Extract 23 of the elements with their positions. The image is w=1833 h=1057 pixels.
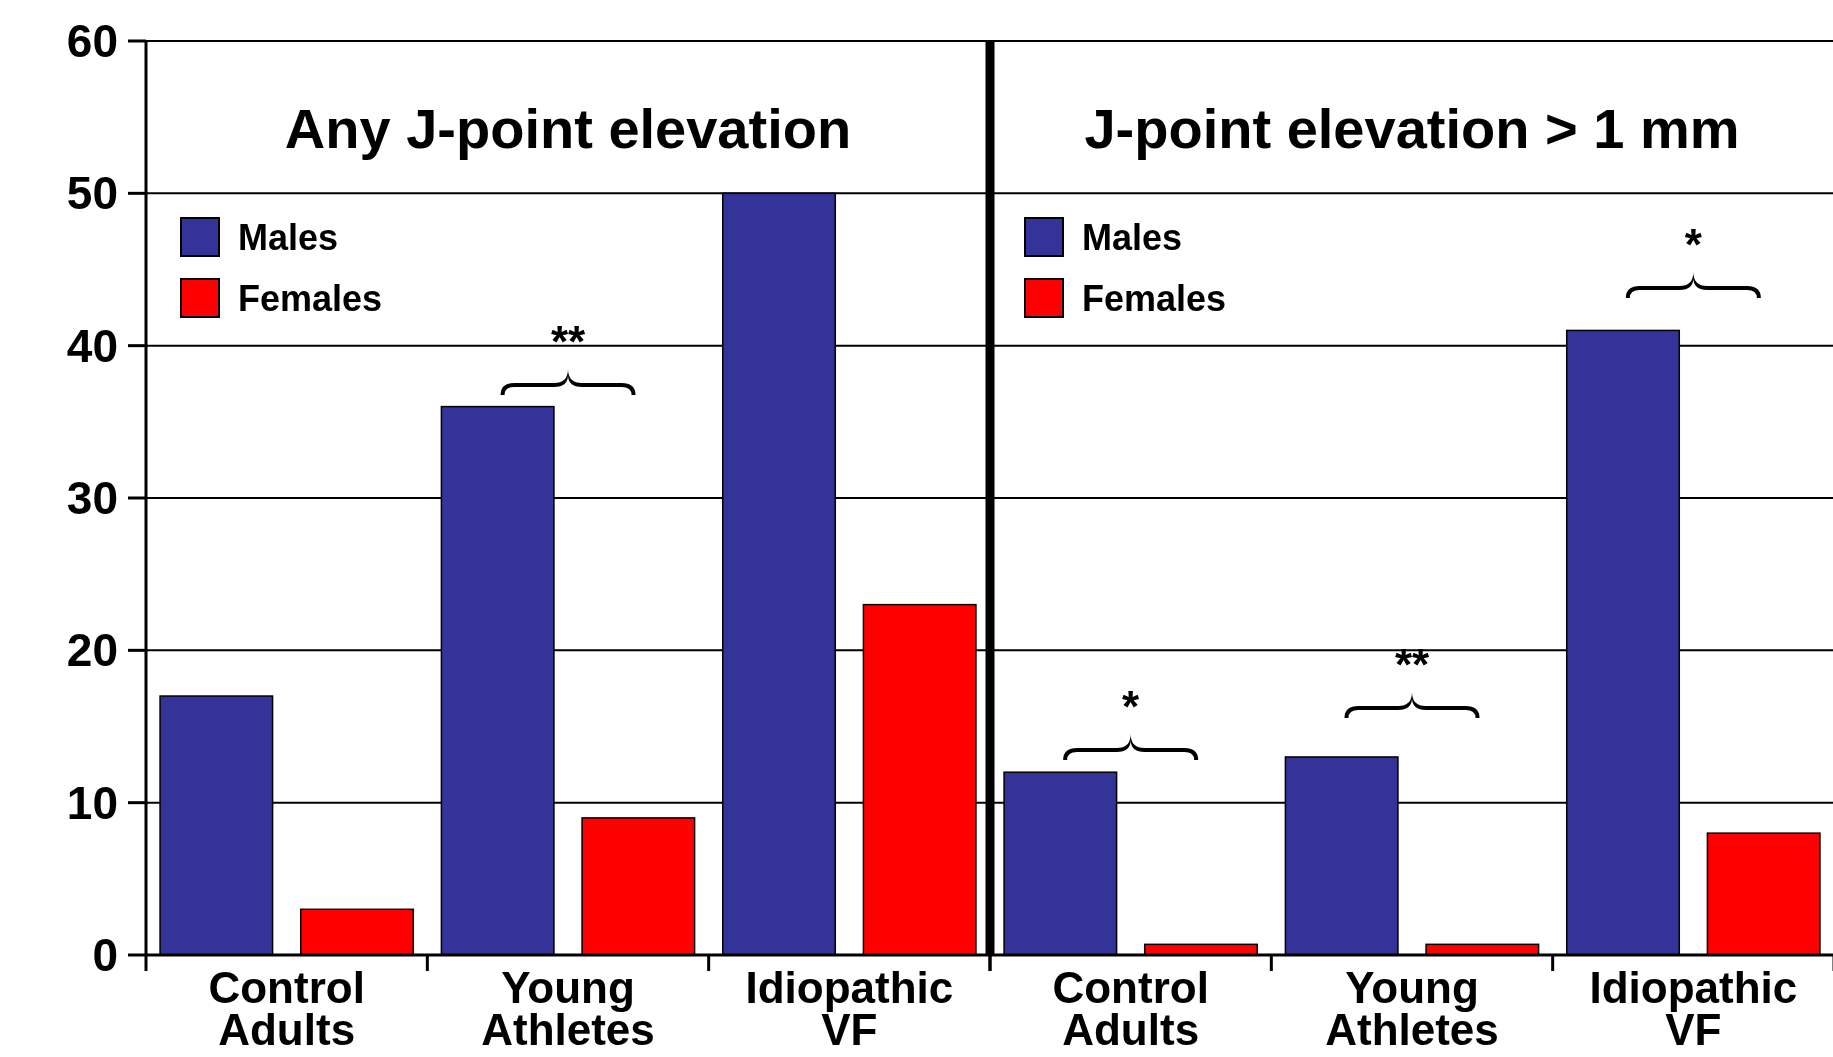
y-tick-label: 10 (66, 776, 118, 829)
legend-label: Females (1082, 277, 1227, 319)
legend-label: Males (1082, 216, 1183, 258)
x-tick-label: Young Athletes (481, 963, 655, 1054)
annotation: ** (1394, 640, 1430, 689)
y-tick-label: 0 (92, 929, 118, 982)
y-tick-label: 60 (66, 15, 118, 68)
text: Any J-point elevation (284, 97, 852, 160)
y-tick-label: 20 (66, 624, 118, 677)
x-tick-label: Idiopathic VF (745, 963, 954, 1054)
x-tick-label: Control Adults (1052, 963, 1209, 1054)
x-tick-label: Young Athletes (1325, 963, 1499, 1054)
y-tick-label: 30 (66, 472, 118, 525)
x-tick-label: Idiopathic VF (1589, 963, 1798, 1054)
y-tick-label: 40 (66, 319, 118, 372)
annotation: ** (550, 317, 586, 366)
y-tick-label: 50 (66, 167, 118, 220)
legend-label: Females (238, 277, 383, 319)
x-tick-label: Control Adults (208, 963, 365, 1054)
legend-label: Males (238, 216, 339, 258)
annotation: * (1122, 682, 1141, 731)
annotation: * (1684, 220, 1703, 269)
text: J-point elevation > 1 mm (1084, 97, 1740, 160)
